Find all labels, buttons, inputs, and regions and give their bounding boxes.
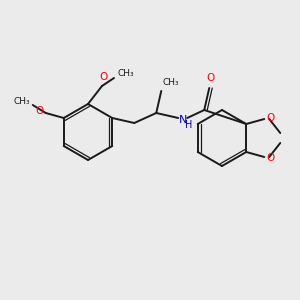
Text: CH₃: CH₃ xyxy=(162,78,179,87)
Text: O: O xyxy=(266,113,275,123)
Text: O: O xyxy=(266,153,275,163)
Text: N: N xyxy=(179,115,188,125)
Text: O: O xyxy=(35,106,44,116)
Text: O: O xyxy=(206,73,214,83)
Text: H: H xyxy=(185,120,193,130)
Text: CH₃: CH₃ xyxy=(117,70,134,79)
Text: O: O xyxy=(99,72,107,82)
Text: CH₃: CH₃ xyxy=(13,98,30,106)
